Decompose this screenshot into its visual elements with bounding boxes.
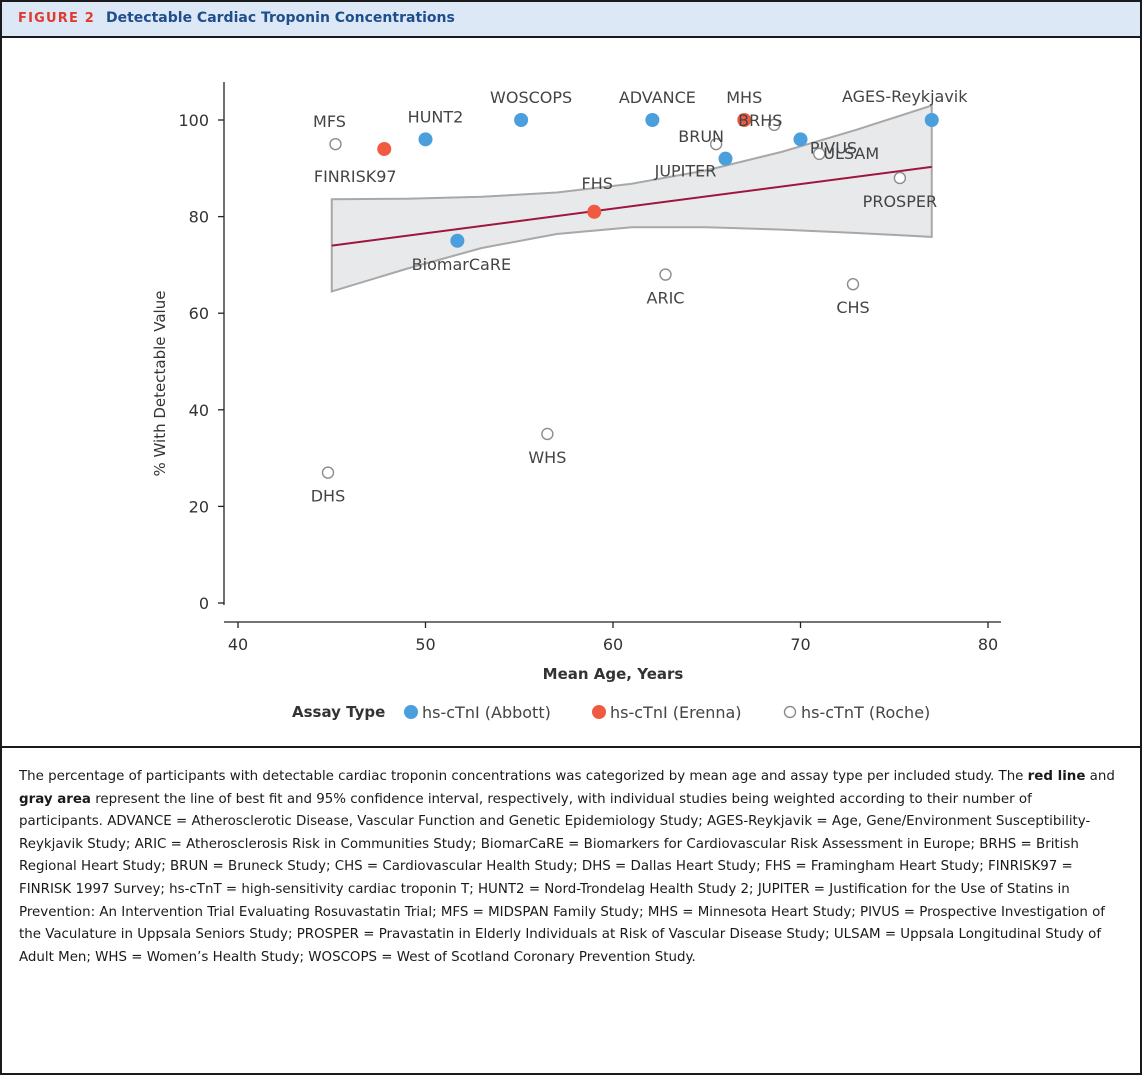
- figure-caption: The percentage of participants with dete…: [19, 766, 1119, 969]
- data-point: [587, 204, 602, 219]
- data-point: [659, 268, 672, 281]
- figure-header: FIGURE 2 Detectable Cardiac Troponin Con…: [2, 2, 1140, 38]
- x-tick-label: 80: [978, 635, 998, 654]
- x-tick-label: 50: [415, 635, 435, 654]
- data-point: [514, 113, 529, 127]
- y-tick-label: 60: [189, 304, 209, 323]
- legend-label: hs-cTnT (Roche): [801, 703, 930, 722]
- data-point: [645, 113, 660, 127]
- data-label: HUNT2: [408, 107, 464, 126]
- data-point: [813, 147, 826, 161]
- confidence-band: [330, 104, 933, 293]
- data-point: [418, 132, 433, 147]
- data-point: [737, 113, 752, 127]
- data-point: [793, 132, 808, 147]
- data-point: [893, 171, 907, 185]
- data-label: FINRISK97: [314, 167, 397, 186]
- y-tick-label: 0: [199, 594, 209, 613]
- data-label: CHS: [836, 298, 869, 317]
- y-tick-label: 100: [178, 111, 209, 130]
- data-label: ARIC: [647, 289, 685, 308]
- figure-title: Detectable Cardiac Troponin Concentratio…: [106, 10, 455, 26]
- x-tick-label: 60: [603, 635, 623, 654]
- legend-marker: [404, 705, 418, 719]
- data-label: BRUN: [678, 127, 724, 146]
- x-tick-label: 70: [790, 635, 810, 654]
- figure-number: FIGURE 2: [18, 11, 96, 26]
- data-label: DHS: [311, 487, 346, 506]
- data-label: FHS: [582, 174, 613, 193]
- chart-area: 0 20 40 60 80 100 40 50 60 70 80 Mean Age, Years % W…: [2, 38, 1140, 746]
- y-tick-label: 80: [189, 208, 209, 227]
- caption-and: and: [1085, 769, 1115, 784]
- data-point: [718, 151, 733, 166]
- data-point: [450, 233, 465, 248]
- data-point: [321, 466, 335, 479]
- legend-label: hs-cTnI (Erenna): [610, 703, 742, 722]
- legend-label: hs-cTnI (Abbott): [422, 703, 551, 722]
- data-point: [768, 118, 781, 132]
- caption-gray-area: gray area: [19, 791, 91, 807]
- x-tick-label: 40: [228, 635, 248, 654]
- data-point: [924, 113, 939, 127]
- legend-marker: [592, 705, 606, 719]
- data-label: BRHS: [738, 111, 782, 130]
- y-axis-title: % With Detectable Value: [151, 291, 169, 477]
- data-label: PROSPER: [863, 192, 937, 211]
- legend-title: Assay Type: [292, 703, 385, 721]
- scatter-chart: 0 20 40 60 80 100 40 50 60 70 80 Mean Age, Years % W…: [151, 82, 1001, 722]
- legend-marker: [783, 705, 797, 719]
- data-label: JUPITER: [654, 162, 717, 181]
- data-point: [541, 427, 554, 441]
- data-label: MFS: [313, 112, 346, 131]
- caption-text-2: represent the line of best fit and 95% c…: [19, 791, 1106, 965]
- data-label: ULSAM: [823, 144, 879, 163]
- figure-divider: [2, 746, 1140, 748]
- data-label: MHS: [726, 88, 762, 107]
- data-point: [377, 141, 392, 156]
- data-label: WOSCOPS: [490, 88, 572, 107]
- data-label: BiomarCaRE: [412, 255, 511, 274]
- data-label: ADVANCE: [619, 88, 696, 107]
- data-label: AGES-Reykjavik: [842, 87, 968, 106]
- y-tick-label: 20: [189, 497, 209, 516]
- data-label: WHS: [528, 448, 566, 467]
- caption-text-1: The percentage of participants with dete…: [19, 769, 1028, 784]
- data-point: [329, 137, 342, 151]
- data-point: [846, 278, 860, 291]
- y-tick-label: 40: [189, 401, 209, 420]
- data-point: [709, 137, 723, 151]
- fit-line: [331, 165, 932, 247]
- caption-red-line: red line: [1027, 769, 1086, 784]
- x-axis-title: Mean Age, Years: [543, 665, 684, 683]
